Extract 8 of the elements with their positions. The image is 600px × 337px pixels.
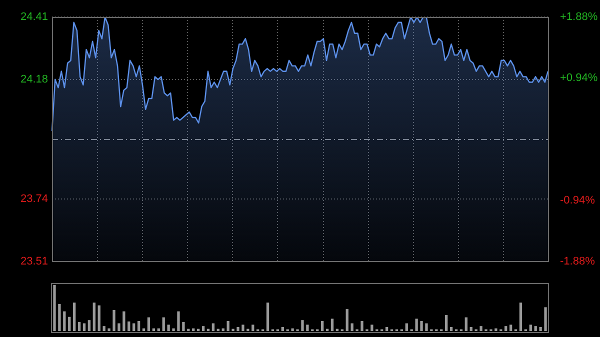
y-tick-label: 24.18 [20, 73, 48, 86]
y2-tick-label: +0.94% [560, 72, 598, 84]
y-tick-label: 24.41 [20, 11, 48, 24]
y2-tick-label: +1.88% [560, 11, 598, 24]
y-tick-label: 23.51 [20, 255, 48, 268]
y-tick-label: 23.74 [20, 192, 48, 205]
y2-tick-label: -0.94% [560, 194, 596, 206]
y2-tick-label: -1.88% [560, 255, 596, 268]
